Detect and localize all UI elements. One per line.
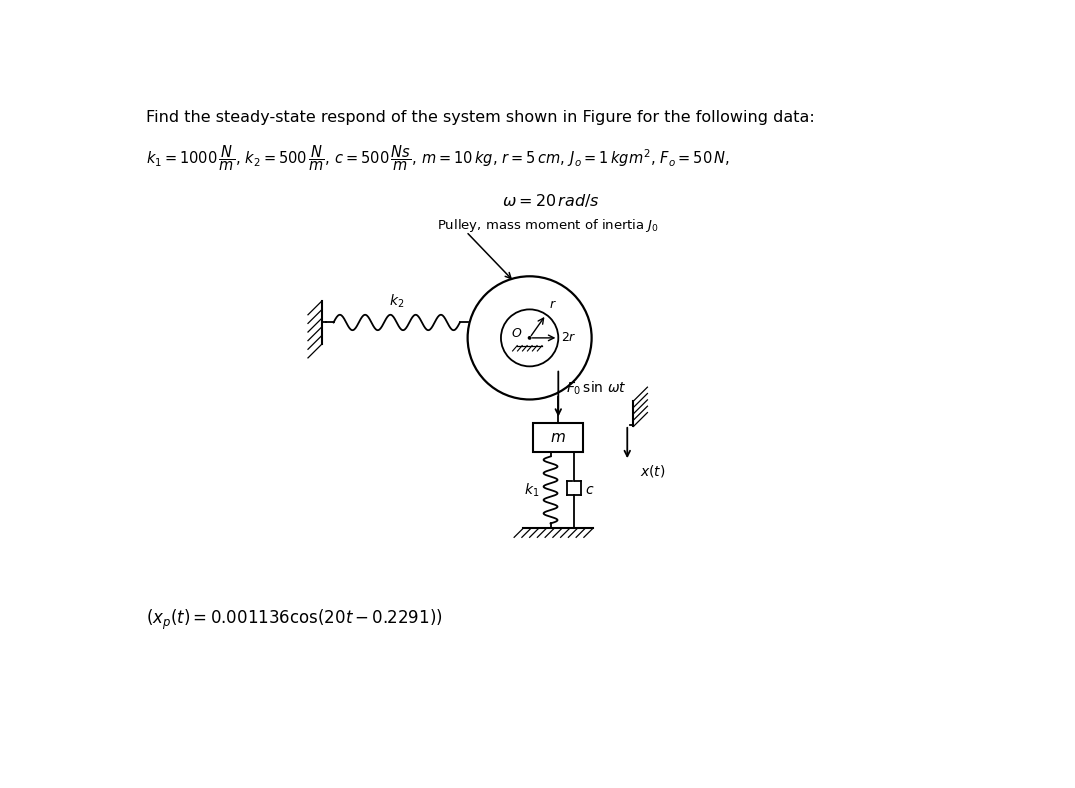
Text: $m$: $m$ xyxy=(550,429,567,444)
Text: $2r$: $2r$ xyxy=(561,332,577,344)
Text: $O$: $O$ xyxy=(511,327,521,340)
Text: $k_1$: $k_1$ xyxy=(525,481,540,499)
Text: Find the steady-state respond of the system shown in Figure for the following da: Find the steady-state respond of the sys… xyxy=(146,110,815,125)
Text: $(x_p(t) = 0.001136\cos(20t - 0.2291))$: $(x_p(t) = 0.001136\cos(20t - 0.2291))$ xyxy=(146,608,443,632)
Text: $k_2$: $k_2$ xyxy=(389,293,404,310)
Text: $r$: $r$ xyxy=(549,299,557,311)
Bar xyxy=(533,422,584,452)
Text: $x(t)$: $x(t)$ xyxy=(640,463,665,478)
Text: $F_0\,\sin\,\omega t$: $F_0\,\sin\,\omega t$ xyxy=(567,379,627,396)
Circle shape xyxy=(528,336,531,340)
Text: $k_1 = 1000\,\dfrac{N}{m},\,k_2 = 500\,\dfrac{N}{m},\,c = 500\,\dfrac{Ns}{m},\,m: $k_1 = 1000\,\dfrac{N}{m},\,k_2 = 500\,\… xyxy=(146,143,730,173)
Text: $c$: $c$ xyxy=(585,483,594,497)
Text: Pulley, mass moment of inertia $J_0$: Pulley, mass moment of inertia $J_0$ xyxy=(436,217,659,234)
Text: $\omega = 20\,rad/s$: $\omega = 20\,rad/s$ xyxy=(502,191,600,209)
